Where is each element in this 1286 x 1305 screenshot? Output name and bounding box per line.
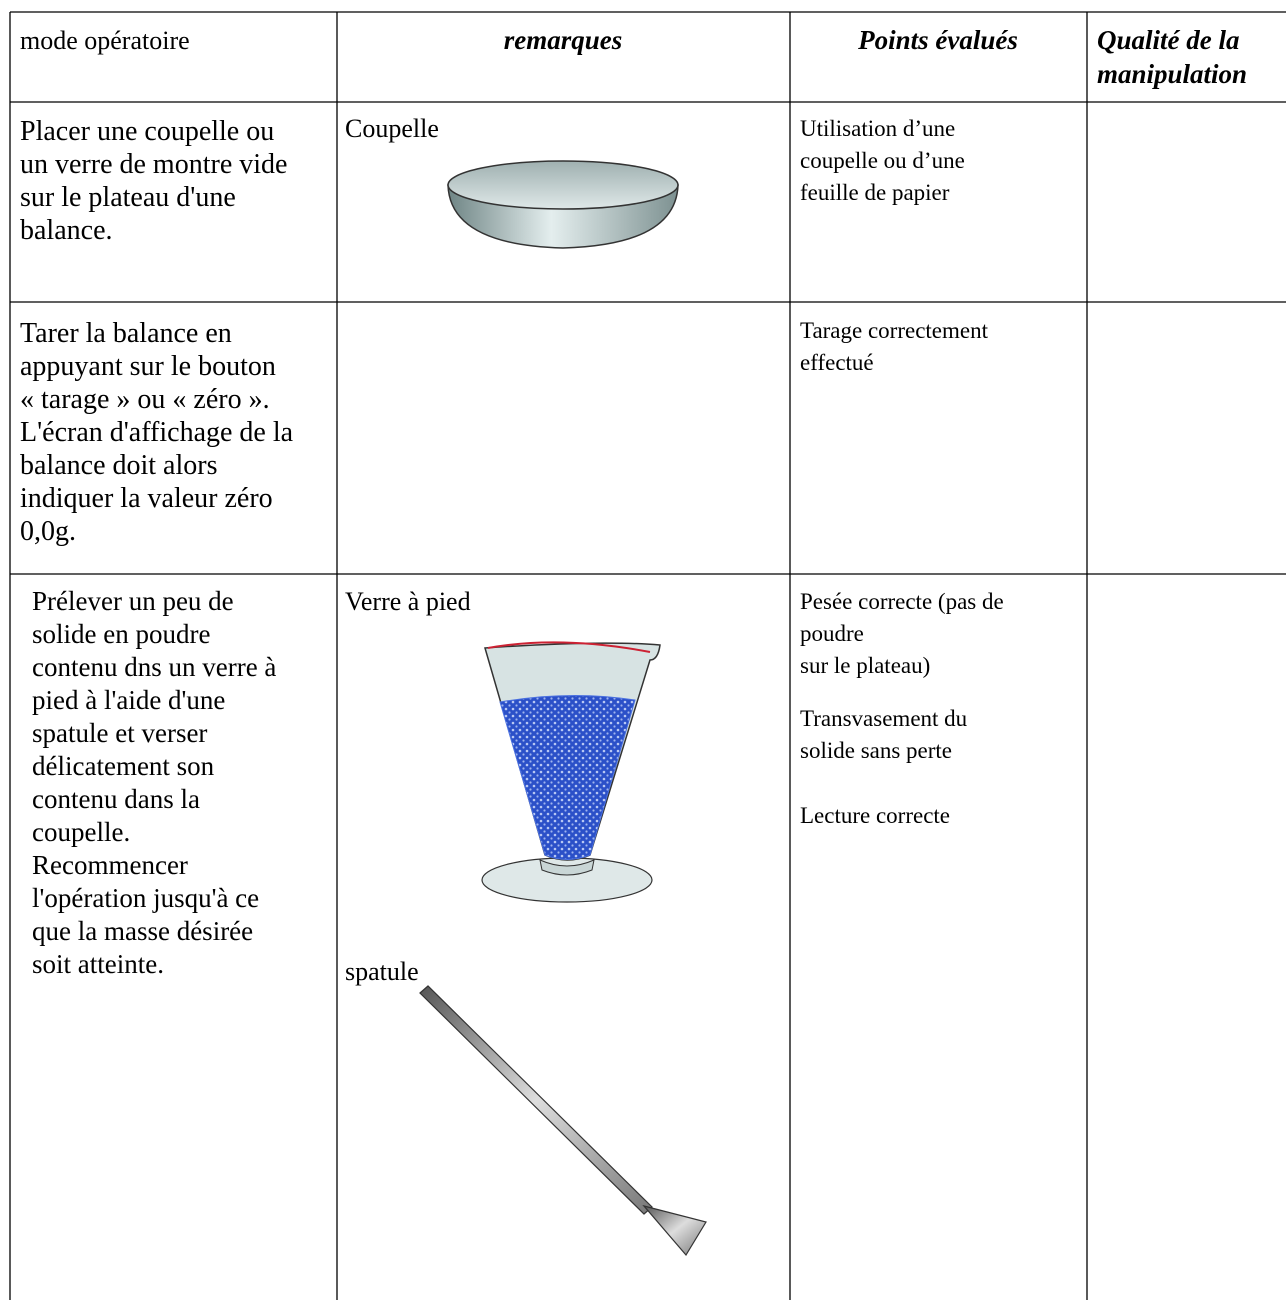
cell-text: indiquer la valeur zéro: [20, 483, 273, 514]
header-cell: mode opératoire: [20, 26, 190, 55]
cell-text: poudre: [800, 621, 864, 646]
cell-text: L'écran d'affichage de la: [20, 417, 294, 448]
cell-text: solide en poudre: [32, 619, 210, 649]
cell-text: spatule et verser: [32, 718, 207, 748]
cell-text: contenu dans la: [32, 784, 200, 814]
cell-text: Placer une coupelle ou: [20, 116, 274, 147]
cell-text: 0,0g.: [20, 516, 76, 547]
table-rules: [9, 11, 1286, 1300]
cell-text: balance doit alors: [20, 450, 217, 481]
cell-text: sur le plateau d'une: [20, 182, 236, 213]
cell-text: coupelle.: [32, 817, 130, 847]
spatule-illustration: [419, 985, 707, 1257]
coupelle-illustration: [447, 160, 679, 249]
cell-text: feuille de papier: [800, 180, 950, 205]
cell-text: sur le plateau): [800, 653, 930, 678]
cell-text: balance.: [20, 215, 113, 246]
cell-text: coupelle ou d’une: [800, 148, 965, 173]
cell-text: Utilisation d’une: [800, 116, 955, 141]
cell-text: l'opération jusqu'à ce: [32, 883, 259, 913]
cell-text: Prélever un peu de: [32, 586, 234, 616]
cell-text: Tarage correctement: [800, 318, 989, 343]
cell-text: Recommencer: [32, 850, 188, 880]
header-cell: manipulation: [1097, 59, 1247, 89]
remark-label: spatule: [345, 957, 419, 986]
cell-text: contenu dns un verre à: [32, 652, 276, 682]
cell-text: Tarer la balance en: [20, 318, 232, 349]
header-cell: Points évalués: [857, 25, 1018, 55]
cell-text: Pesée correcte (pas de: [800, 589, 1004, 614]
cell-text: effectué: [800, 350, 874, 375]
cell-text: pied à l'aide d'une: [32, 685, 225, 715]
verre-a-pied-illustration: [481, 641, 661, 903]
cell-text: « tarage » ou « zéro ».: [20, 384, 270, 415]
cell-text: soit atteinte.: [32, 949, 164, 979]
header-cell: Qualité de la: [1097, 25, 1240, 55]
remark-label: Coupelle: [345, 114, 439, 143]
header-cell: remarques: [504, 25, 623, 55]
remark-label: Verre à pied: [345, 587, 471, 616]
cell-text: que la masse désirée: [32, 916, 253, 946]
cell-text: appuyant sur le bouton: [20, 351, 276, 382]
cell-text: solide sans perte: [800, 738, 952, 763]
cell-text: Transvasement du: [800, 706, 968, 731]
cell-text: délicatement son: [32, 751, 215, 781]
cell-text: un verre de montre vide: [20, 149, 287, 180]
cell-text: Lecture correcte: [800, 803, 950, 828]
